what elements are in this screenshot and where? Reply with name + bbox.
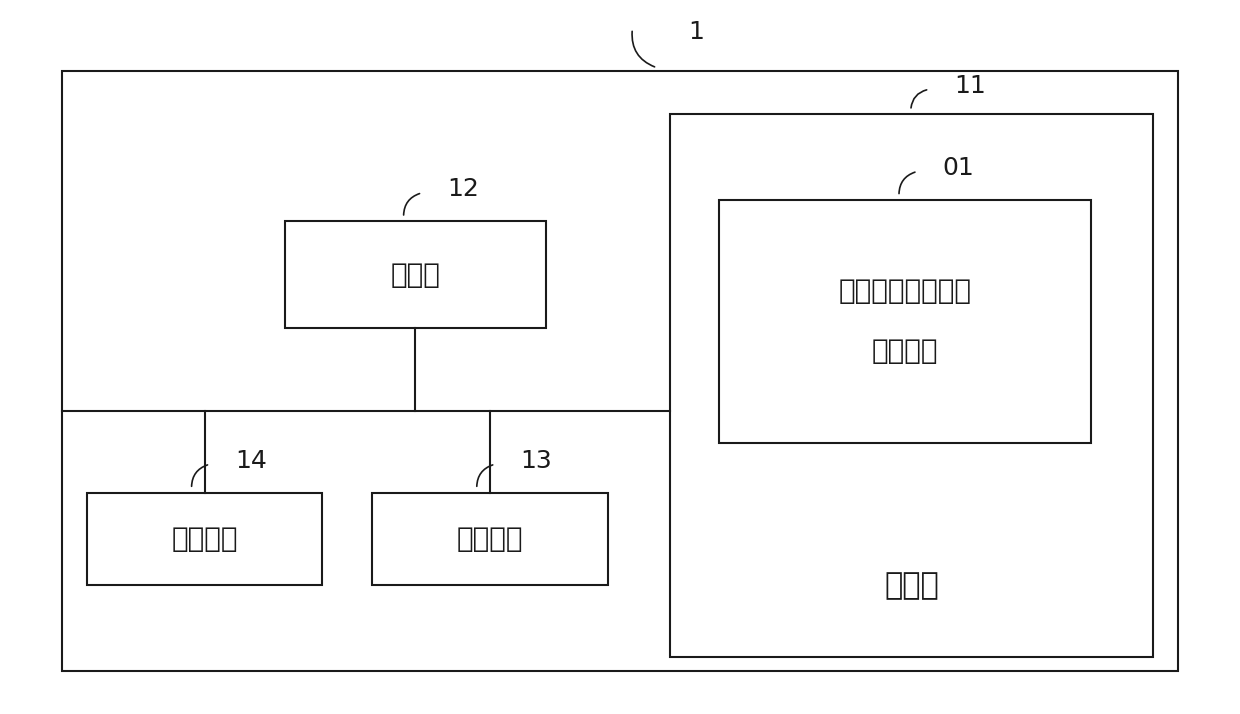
Bar <box>719 200 1091 443</box>
Bar <box>670 114 1153 657</box>
Text: 预测程序: 预测程序 <box>872 337 939 366</box>
Text: 急性传染病的发病: 急性传染病的发病 <box>838 277 972 306</box>
Text: 11: 11 <box>955 74 986 98</box>
Bar <box>62 71 1178 671</box>
Bar <box>372 493 608 585</box>
Bar <box>285 221 546 328</box>
Text: 14: 14 <box>236 448 267 473</box>
Text: 1: 1 <box>688 20 704 44</box>
Text: 13: 13 <box>521 448 552 473</box>
Text: 01: 01 <box>942 156 975 180</box>
Text: 12: 12 <box>448 177 479 201</box>
Text: 网络接口: 网络接口 <box>456 525 523 553</box>
Text: 通信总线: 通信总线 <box>171 525 238 553</box>
Text: 处理器: 处理器 <box>391 261 440 289</box>
Text: 存储器: 存储器 <box>884 571 939 600</box>
Bar <box>87 493 322 585</box>
